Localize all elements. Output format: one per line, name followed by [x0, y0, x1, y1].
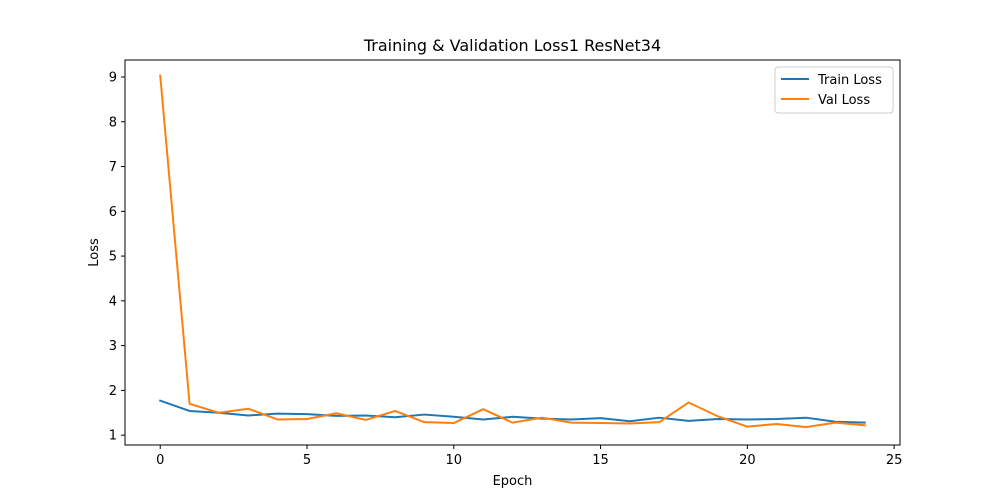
legend-label-train-loss: Train Loss — [817, 73, 882, 88]
legend-label-val-loss: Val Loss — [818, 93, 870, 108]
y-tick-label: 4 — [109, 294, 117, 309]
x-tick-label: 25 — [886, 453, 903, 468]
y-tick-label: 5 — [109, 250, 117, 265]
plot-area — [124, 59, 901, 446]
y-tick-label: 3 — [109, 339, 117, 354]
y-axis: 1 2 3 4 5 6 7 8 9 — [109, 71, 125, 444]
x-tick-label: 15 — [592, 453, 609, 468]
y-axis-label: Loss — [87, 238, 102, 267]
series-line-train-loss — [158, 399, 866, 424]
y-tick-label: 7 — [109, 160, 117, 175]
x-tick-label: 20 — [739, 453, 756, 468]
legend: Train Loss Val Loss — [774, 66, 894, 114]
chart-title: Training & Validation Loss1 ResNet34 — [363, 36, 661, 55]
y-tick-label: 6 — [109, 205, 117, 220]
x-axis: 0 5 10 15 20 25 — [156, 445, 902, 468]
y-tick-label: 2 — [109, 384, 117, 399]
x-axis-label: Epoch — [493, 474, 533, 489]
plot-frame — [124, 59, 901, 446]
y-tick-label: 8 — [109, 115, 117, 130]
x-tick-label: 10 — [446, 453, 463, 468]
y-tick-label: 1 — [109, 429, 117, 444]
series-layer — [158, 74, 866, 429]
x-tick-label: 5 — [303, 453, 311, 468]
x-tick-label: 0 — [156, 453, 164, 468]
y-tick-label: 9 — [109, 71, 117, 86]
series-line-val-loss — [159, 74, 866, 429]
